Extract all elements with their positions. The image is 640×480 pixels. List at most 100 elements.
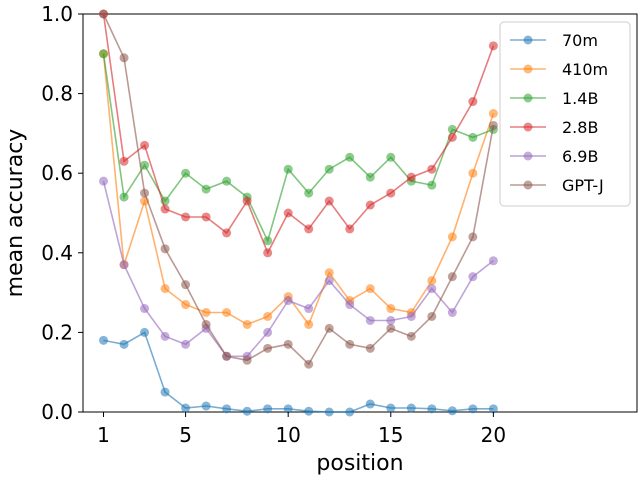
data-point-2-8b <box>201 212 211 222</box>
legend-box <box>499 21 631 207</box>
data-point-gpt-j <box>386 323 396 333</box>
legend-swatch-marker <box>523 64 533 74</box>
legend-item-410m: 410m <box>510 60 608 79</box>
legend-label: 1.4B <box>562 89 598 108</box>
data-point-2-8b <box>386 188 396 198</box>
data-point-gpt-j <box>488 120 498 130</box>
data-point-1-4b <box>365 172 375 182</box>
data-point-6-9b <box>365 315 375 325</box>
data-point-70m <box>181 403 191 413</box>
data-point-2-8b <box>324 196 334 206</box>
data-point-2-8b <box>447 132 457 142</box>
series-line-gpt-j <box>102 13 495 366</box>
data-point-2-8b <box>242 196 252 206</box>
x-tick-label: 1 <box>97 423 110 447</box>
x-axis-label: position <box>316 451 403 476</box>
data-point-6-9b <box>304 304 314 314</box>
data-point-410m <box>386 304 396 314</box>
legend-label: 2.8B <box>562 118 598 137</box>
data-point-70m <box>140 327 150 337</box>
data-point-2-8b <box>406 172 416 182</box>
data-point-gpt-j <box>263 343 273 353</box>
series-1-4b <box>99 49 498 246</box>
data-point-gpt-j <box>406 331 416 341</box>
data-point-70m <box>222 404 232 414</box>
legend-swatch-marker <box>523 151 533 161</box>
data-point-410m <box>222 308 232 317</box>
data-point-gpt-j <box>447 272 457 282</box>
data-point-2-8b <box>468 97 478 107</box>
data-point-6-9b <box>468 272 478 282</box>
data-point-1-4b <box>181 168 191 178</box>
data-point-gpt-j <box>345 339 355 349</box>
data-point-2-8b <box>345 224 355 234</box>
legend-item-1-4b: 1.4B <box>510 89 598 108</box>
data-point-6-9b <box>160 331 170 341</box>
series-70m <box>99 327 498 417</box>
data-point-2-8b <box>140 140 150 150</box>
y-tick-label: 1.0 <box>41 2 73 26</box>
series-gpt-j <box>99 9 498 369</box>
data-point-6-9b <box>488 256 498 266</box>
series-line-70m <box>103 331 494 413</box>
data-point-2-8b <box>365 200 375 210</box>
data-point-6-9b <box>447 308 457 317</box>
data-point-1-4b <box>140 160 150 170</box>
legend-swatch-marker <box>523 122 533 132</box>
data-point-1-4b <box>201 184 211 194</box>
data-point-gpt-j <box>242 355 252 365</box>
data-point-gpt-j <box>427 311 437 321</box>
data-point-70m <box>283 404 293 414</box>
data-point-2-8b <box>488 41 498 51</box>
data-point-70m <box>119 339 129 349</box>
data-point-gpt-j <box>160 244 170 254</box>
x-tick-label: 15 <box>378 423 403 447</box>
data-point-2-8b <box>283 208 293 218</box>
data-point-410m <box>304 319 314 329</box>
data-point-6-9b <box>181 339 191 349</box>
data-point-1-4b <box>99 49 109 59</box>
data-point-6-9b <box>99 176 109 186</box>
data-point-1-4b <box>386 152 396 162</box>
data-point-410m <box>365 284 375 294</box>
data-point-6-9b <box>140 304 150 314</box>
data-point-gpt-j <box>201 319 211 329</box>
series-2-8b <box>99 9 498 258</box>
data-point-1-4b <box>119 192 129 202</box>
data-point-70m <box>99 335 109 345</box>
data-point-410m <box>242 319 252 329</box>
data-point-70m <box>242 406 252 416</box>
data-point-410m <box>201 308 211 317</box>
data-point-gpt-j <box>304 359 314 369</box>
legend-label: 70m <box>562 31 598 50</box>
data-point-70m <box>304 406 314 416</box>
data-point-70m <box>263 404 273 414</box>
data-point-gpt-j <box>181 280 191 290</box>
data-point-410m <box>427 276 437 286</box>
legend-item-6-9b: 6.9B <box>510 147 598 166</box>
data-point-70m <box>488 404 498 414</box>
data-point-1-4b <box>304 188 314 198</box>
data-point-410m <box>263 311 273 321</box>
data-point-2-8b <box>181 212 191 222</box>
data-point-6-9b <box>119 260 129 270</box>
data-point-70m <box>427 404 437 414</box>
data-point-70m <box>201 401 211 411</box>
data-point-70m <box>447 406 457 416</box>
legend-label: 6.9B <box>562 147 598 166</box>
legend-swatch-marker <box>523 180 533 190</box>
data-point-70m <box>365 399 375 409</box>
data-point-6-9b <box>386 315 396 325</box>
data-point-6-9b <box>263 327 273 337</box>
data-point-6-9b <box>406 311 416 321</box>
data-point-gpt-j <box>365 343 375 353</box>
data-point-6-9b <box>427 284 437 294</box>
data-point-410m <box>488 109 498 118</box>
data-point-70m <box>324 407 334 417</box>
data-point-1-4b <box>345 152 355 162</box>
data-point-gpt-j <box>324 323 334 333</box>
data-point-1-4b <box>447 124 457 134</box>
data-point-1-4b <box>427 180 437 190</box>
data-point-410m <box>160 284 170 294</box>
